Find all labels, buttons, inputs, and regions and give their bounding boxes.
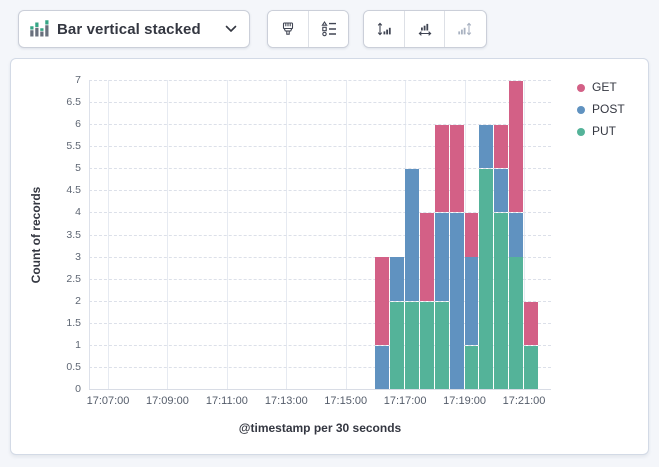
bar-segment-put[interactable] bbox=[524, 345, 538, 389]
legend-label: GET bbox=[592, 80, 617, 94]
bar-segment-get[interactable] bbox=[464, 213, 479, 257]
horizontal-gridline bbox=[89, 190, 551, 192]
y-tick-label: 6.5 bbox=[66, 96, 81, 109]
legend-color-dot bbox=[577, 83, 585, 92]
y-tick-label: 1.5 bbox=[66, 316, 81, 329]
y-tick-label: 2.5 bbox=[66, 272, 81, 285]
horizontal-gridline bbox=[89, 146, 551, 148]
y-tick-label: 5.5 bbox=[66, 140, 81, 153]
y-tick-label: 6 bbox=[75, 118, 81, 131]
bar-segment-get[interactable] bbox=[420, 213, 434, 301]
horizontal-gridline bbox=[89, 212, 551, 214]
bar-segment-put[interactable] bbox=[405, 301, 419, 389]
bar-segment-put[interactable] bbox=[509, 257, 523, 389]
y-tick-label: 4 bbox=[75, 206, 81, 219]
axis-button-group bbox=[363, 10, 487, 48]
legend-color-dot bbox=[577, 127, 585, 136]
visual-options-button[interactable] bbox=[268, 11, 308, 47]
bar-segment-post[interactable] bbox=[375, 345, 390, 389]
chart-panel: 17:07:00 17:09:00 17:11:00 17:13:00 17:15:00… bbox=[10, 58, 649, 455]
y-tick-label: 7 bbox=[75, 74, 81, 86]
x-tick-label: 17:07:00 bbox=[86, 395, 130, 407]
bar-segment-post[interactable] bbox=[494, 169, 509, 213]
bar-segment-post[interactable] bbox=[509, 213, 523, 257]
x-tick-label: 17:19:00 bbox=[443, 395, 486, 407]
axis-right-icon bbox=[457, 21, 473, 37]
legend-label: POST bbox=[592, 102, 625, 116]
horizontal-gridline bbox=[89, 102, 551, 104]
legend-item-put[interactable]: PUT bbox=[577, 125, 625, 138]
bar-segment-get[interactable] bbox=[509, 80, 523, 213]
horizontal-gridline bbox=[89, 80, 551, 81]
legend-item-get[interactable]: GET bbox=[577, 81, 625, 94]
bar-vertical-stacked-icon bbox=[29, 19, 49, 39]
x-tick-label: 17:21:00 bbox=[502, 395, 546, 407]
bar-segment-post[interactable] bbox=[479, 124, 494, 169]
bar-segment-get[interactable] bbox=[434, 124, 449, 213]
y-tick-label: 3 bbox=[75, 250, 81, 263]
bar-segment-post[interactable] bbox=[405, 169, 419, 301]
horizontal-gridline bbox=[89, 322, 551, 324]
chart-type-label: Bar vertical stacked bbox=[57, 20, 201, 38]
bottom-axis-button[interactable] bbox=[404, 11, 444, 47]
horizontal-gridline bbox=[89, 234, 551, 236]
chevron-down-icon bbox=[225, 25, 237, 33]
x-tick-label: 17:09:00 bbox=[146, 395, 189, 407]
horizontal-gridline bbox=[89, 278, 551, 280]
style-button-group bbox=[267, 10, 349, 48]
x-tick-label: 17:15:00 bbox=[324, 395, 368, 407]
bar-segment-post[interactable] bbox=[464, 257, 479, 345]
horizontal-gridline bbox=[89, 366, 551, 368]
legend-item-post[interactable]: POST bbox=[577, 103, 625, 116]
chart-type-dropdown[interactable]: Bar vertical stacked bbox=[18, 10, 250, 48]
bar-segment-put[interactable] bbox=[464, 345, 479, 389]
bar-segment-post[interactable] bbox=[390, 257, 405, 301]
axis-left-icon bbox=[376, 21, 392, 37]
horizontal-gridline bbox=[89, 124, 551, 126]
paintbrush-icon bbox=[280, 21, 296, 37]
bar-segment-put[interactable] bbox=[494, 213, 509, 389]
axis-bottom-icon bbox=[417, 21, 433, 37]
bar-segment-get[interactable] bbox=[375, 257, 390, 345]
y-tick-label: 5 bbox=[75, 162, 81, 175]
y-tick-label: 2 bbox=[75, 294, 81, 307]
bar-segment-put[interactable] bbox=[434, 301, 449, 389]
bar-segment-put[interactable] bbox=[420, 301, 434, 389]
y-tick-label: 0.5 bbox=[66, 360, 81, 373]
bar-segment-put[interactable] bbox=[390, 301, 405, 389]
bar-segment-post[interactable] bbox=[434, 213, 449, 301]
bar-segment-get[interactable] bbox=[524, 301, 538, 345]
left-axis-button[interactable] bbox=[364, 11, 404, 47]
bar-segment-get[interactable] bbox=[449, 124, 464, 213]
horizontal-gridline bbox=[89, 300, 551, 302]
legend-icon bbox=[320, 21, 337, 37]
horizontal-gridline bbox=[89, 168, 551, 170]
y-tick-label: 1 bbox=[75, 338, 81, 351]
bar-segment-put[interactable] bbox=[479, 169, 494, 389]
x-axis-title: @timestamp per 30 seconds bbox=[238, 421, 402, 435]
y-tick-label: 0 bbox=[75, 383, 81, 395]
x-axis-line bbox=[89, 389, 551, 390]
horizontal-gridline bbox=[89, 344, 551, 346]
bar-segment-post[interactable] bbox=[449, 213, 464, 389]
legend-settings-button[interactable] bbox=[308, 11, 348, 47]
x-tick-label: 17:11:00 bbox=[205, 395, 248, 407]
legend-label: PUT bbox=[592, 124, 616, 138]
horizontal-gridline bbox=[89, 256, 551, 258]
right-axis-button bbox=[444, 11, 484, 47]
legend-color-dot bbox=[577, 105, 585, 114]
y-tick-label: 4.5 bbox=[66, 184, 81, 197]
x-tick-label: 17:13:00 bbox=[264, 395, 308, 407]
bar-segment-get[interactable] bbox=[494, 124, 509, 169]
chart-legend: GET POST PUT bbox=[577, 81, 625, 147]
x-tick-label: 17:17:00 bbox=[383, 395, 427, 407]
y-axis-title: Count of records bbox=[29, 186, 43, 284]
y-tick-label: 3.5 bbox=[66, 228, 81, 241]
